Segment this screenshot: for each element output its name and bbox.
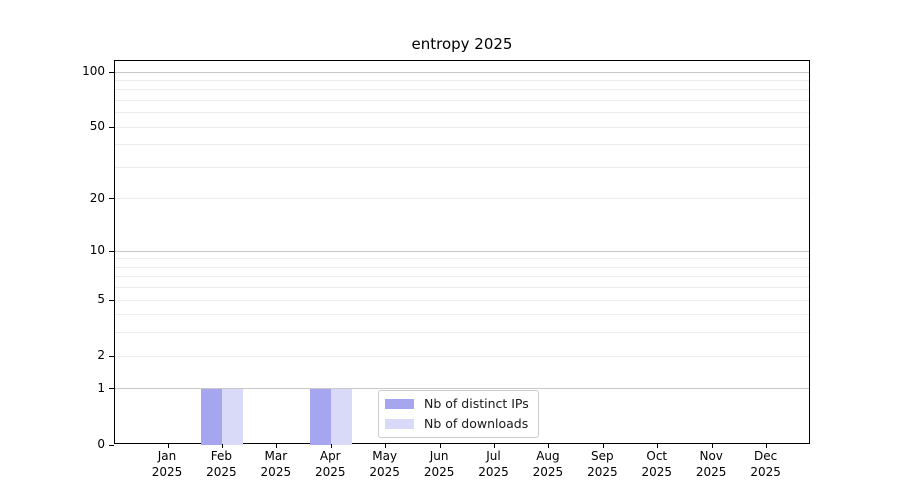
- y-tick-label: 100: [82, 64, 105, 78]
- x-tick-month: Feb: [210, 449, 233, 463]
- bar-distinct-ips-apr: [310, 388, 332, 445]
- x-tick-mark: [221, 444, 223, 448]
- gridline-minor: [115, 258, 809, 260]
- chart-title: entropy 2025: [411, 35, 513, 53]
- x-tick-mark: [657, 444, 659, 448]
- gridline-minor: [115, 355, 809, 357]
- x-tick-month: Aug: [536, 449, 560, 463]
- gridline-major: [115, 388, 809, 390]
- x-tick-label: Oct 2025: [625, 448, 689, 480]
- gridline-minor: [115, 144, 809, 146]
- x-tick-label: Jun 2025: [407, 448, 471, 480]
- x-tick-label: Apr 2025: [298, 448, 362, 480]
- x-tick-label: Dec 2025: [734, 448, 798, 480]
- plot-area: [109, 60, 810, 448]
- gridline-major: [115, 71, 809, 73]
- x-tick-month: Dec: [753, 449, 778, 463]
- x-tick-month: Jun: [429, 449, 449, 463]
- x-tick-year: 2025: [260, 465, 292, 479]
- bar-distinct-ips-feb: [201, 388, 223, 445]
- x-tick-year: 2025: [369, 465, 400, 479]
- x-tick-mark: [330, 444, 332, 448]
- legend-swatch-downloads: [385, 419, 414, 429]
- x-tick-mark: [494, 444, 496, 448]
- x-tick-year: 2025: [532, 465, 564, 479]
- y-tick-mark: [109, 250, 114, 252]
- legend-swatch-distinct-ips: [385, 399, 414, 409]
- x-tick-month: May: [372, 449, 398, 463]
- x-tick-month: Jan: [157, 449, 177, 463]
- gridline-minor: [115, 332, 809, 334]
- x-tick-label: Jan 2025: [135, 448, 199, 480]
- gridline-minor: [115, 99, 809, 101]
- gridline-minor: [115, 287, 809, 289]
- y-tick-mark: [109, 388, 114, 390]
- y-tick-label: 5: [97, 292, 105, 307]
- x-tick-label: Mar 2025: [244, 448, 308, 480]
- x-tick-month: Apr: [319, 449, 341, 463]
- legend-label-downloads: Nb of downloads: [424, 416, 529, 431]
- legend-item-downloads: Nb of downloads: [385, 416, 529, 432]
- x-tick-year: 2025: [151, 465, 183, 479]
- gridline-minor: [115, 266, 809, 268]
- x-tick-mark: [602, 444, 604, 448]
- x-tick-label: Jul 2025: [462, 448, 526, 480]
- x-tick-month: Mar: [264, 449, 288, 463]
- x-tick-mark: [439, 444, 441, 448]
- y-tick-label: 1: [97, 380, 105, 395]
- x-tick-label: Nov 2025: [679, 448, 743, 480]
- y-tick-mark: [109, 198, 114, 200]
- gridline-minor: [115, 79, 809, 81]
- gridline-minor: [115, 299, 809, 301]
- y-tick-mark: [109, 444, 114, 446]
- y-tick-label: 10: [89, 243, 105, 258]
- x-tick-mark: [711, 444, 713, 448]
- x-tick-month: Nov: [699, 449, 723, 463]
- gridline-minor: [115, 314, 809, 316]
- gridline-major: [115, 250, 809, 252]
- x-tick-label: May 2025: [353, 448, 417, 480]
- x-tick-year: 2025: [206, 465, 237, 479]
- y-tick-mark: [109, 299, 114, 301]
- x-tick-label: Aug 2025: [516, 448, 580, 480]
- x-tick-year: 2025: [641, 465, 673, 479]
- y-tick-mark: [109, 126, 114, 128]
- legend: Nb of distinct IPs Nb of downloads: [378, 390, 539, 438]
- x-tick-mark: [385, 444, 387, 448]
- x-tick-year: 2025: [695, 465, 727, 479]
- y-tick-label: 2: [97, 348, 105, 363]
- x-tick-label: Feb 2025: [189, 448, 253, 480]
- legend-item-distinct-ips: Nb of distinct IPs: [385, 396, 529, 412]
- x-tick-year: 2025: [750, 465, 781, 479]
- x-tick-year: 2025: [423, 465, 455, 479]
- gridline-minor: [115, 126, 809, 128]
- bar-downloads-apr: [331, 388, 353, 445]
- y-tick-label: 20: [89, 190, 105, 205]
- x-tick-month: Oct: [646, 449, 668, 463]
- x-tick-label: Sep 2025: [570, 448, 634, 480]
- legend-label-distinct-ips: Nb of distinct IPs: [424, 396, 529, 411]
- x-tick-year: 2025: [314, 465, 346, 479]
- x-tick-year: 2025: [587, 465, 618, 479]
- gridline-minor: [115, 89, 809, 91]
- gridline-minor: [115, 198, 809, 200]
- gridline-minor: [115, 166, 809, 168]
- x-tick-month: Sep: [591, 449, 614, 463]
- y-tick-mark: [109, 71, 114, 73]
- y-tick-mark: [109, 355, 114, 357]
- x-tick-year: 2025: [478, 465, 509, 479]
- x-tick-mark: [766, 444, 768, 448]
- gridline-minor: [115, 276, 809, 278]
- gridline-minor: [115, 112, 809, 114]
- bar-downloads-feb: [222, 388, 244, 445]
- x-tick-mark: [167, 444, 169, 448]
- x-tick-mark: [276, 444, 278, 448]
- y-tick-label: 0: [97, 437, 105, 451]
- y-tick-label: 50: [89, 119, 105, 134]
- x-tick-mark: [548, 444, 550, 448]
- x-tick-month: Jul: [486, 449, 501, 463]
